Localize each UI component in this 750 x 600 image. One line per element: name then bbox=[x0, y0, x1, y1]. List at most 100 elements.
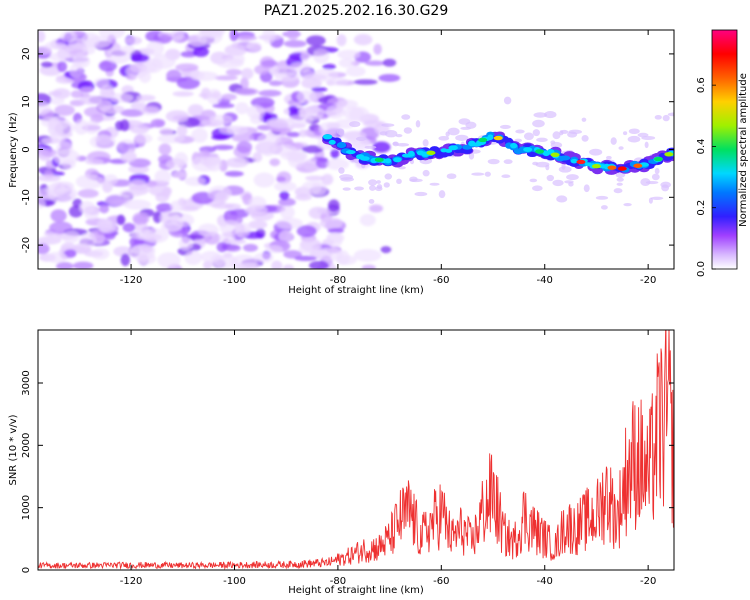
heatmap-cell bbox=[532, 119, 545, 128]
heatmap-cell bbox=[283, 250, 303, 259]
heatmap-cell bbox=[298, 244, 323, 255]
heatmap-cell bbox=[295, 194, 312, 201]
heatmap-cell bbox=[225, 244, 241, 252]
heatmap-cell bbox=[623, 202, 632, 207]
heatmap-cell bbox=[82, 45, 96, 55]
heatmap-cell bbox=[328, 139, 336, 145]
heatmap-cell bbox=[38, 174, 61, 182]
heatmap-cell bbox=[117, 139, 137, 154]
heatmap-cell bbox=[311, 86, 328, 93]
heatmap-cell bbox=[241, 68, 254, 80]
snr-x-label: Height of straight line (km) bbox=[288, 585, 424, 596]
heatmap-cell bbox=[438, 135, 450, 141]
heatmap-cell bbox=[532, 129, 540, 137]
heatmap-cell bbox=[422, 169, 430, 177]
heatmap-cell bbox=[373, 43, 382, 55]
heatmap-cell bbox=[191, 127, 208, 143]
colorbar-label: Normalized spectral amplitude bbox=[738, 73, 749, 227]
heatmap-cell bbox=[300, 69, 316, 83]
heatmap-cell bbox=[212, 103, 235, 109]
heatmap-cell bbox=[445, 131, 450, 137]
heatmap-cell bbox=[38, 198, 46, 209]
heatmap-cell bbox=[355, 136, 367, 141]
heatmap-cell bbox=[132, 212, 150, 225]
heatmap-cell bbox=[654, 168, 660, 175]
heatmap-cell bbox=[315, 157, 330, 169]
x-tick-label: -60 bbox=[433, 576, 449, 587]
heatmap-hotspot bbox=[633, 163, 643, 168]
heatmap-cell bbox=[660, 181, 672, 188]
heatmap-cell bbox=[229, 157, 246, 166]
heatmap-cell bbox=[352, 138, 372, 148]
y-tick-label: 20 bbox=[21, 48, 32, 61]
heatmap-cell bbox=[312, 48, 330, 64]
heatmap-cell bbox=[231, 133, 255, 143]
heatmap-cell bbox=[38, 100, 51, 116]
heatmap-cell bbox=[429, 182, 440, 186]
heatmap-hotspot bbox=[653, 156, 663, 162]
heatmap-cell bbox=[327, 77, 349, 86]
heatmap-cell bbox=[54, 104, 75, 116]
heatmap-cell bbox=[123, 199, 152, 210]
heatmap-cell bbox=[589, 148, 603, 156]
heatmap-cell bbox=[532, 185, 543, 192]
heatmap-cell bbox=[305, 175, 325, 181]
colorbar-ticks: 0.0 0.2 0.4 0.6 bbox=[696, 77, 716, 277]
heatmap-cell bbox=[120, 253, 131, 267]
x-tick-label: -20 bbox=[640, 275, 656, 286]
heatmap-cell bbox=[550, 141, 563, 149]
heatmap-cell bbox=[368, 179, 378, 186]
x-tick-label: -100 bbox=[223, 576, 246, 587]
heatmap-cell bbox=[552, 131, 561, 140]
heatmap-cell bbox=[79, 95, 103, 105]
heatmap-cell bbox=[627, 135, 641, 143]
heatmap-cell bbox=[229, 30, 239, 42]
heatmap-cell bbox=[306, 35, 326, 46]
heatmap-cell bbox=[134, 133, 153, 144]
heatmap-cell bbox=[202, 260, 213, 269]
heatmap-cell bbox=[336, 99, 359, 109]
snr-y-label: SNR (10 * v/v) bbox=[8, 414, 19, 485]
heatmap-cell bbox=[349, 121, 361, 128]
heatmap-cell bbox=[558, 166, 572, 173]
heatmap-cell bbox=[640, 178, 651, 187]
heatmap-cell bbox=[235, 87, 259, 96]
heatmap-cell bbox=[654, 114, 662, 120]
heatmap-cell bbox=[487, 134, 494, 141]
heatmap-cell bbox=[140, 106, 160, 116]
heatmap-cell bbox=[581, 117, 587, 122]
heatmap-cell bbox=[150, 118, 166, 128]
heatmap-hotspot bbox=[535, 149, 545, 154]
heatmap-cell bbox=[156, 202, 173, 213]
heatmap-cell bbox=[280, 205, 295, 220]
heatmap-cell bbox=[650, 196, 664, 200]
y-tick-label: 0 bbox=[21, 567, 32, 573]
heatmap-cell bbox=[487, 158, 500, 165]
heatmap-cell bbox=[510, 142, 518, 149]
heatmap-cell bbox=[178, 236, 193, 251]
heatmap-cell bbox=[499, 124, 511, 129]
heatmap-cell bbox=[265, 245, 283, 254]
heatmap-cell bbox=[501, 174, 511, 178]
heatmap-cell bbox=[446, 173, 457, 180]
heatmap-cell bbox=[124, 36, 143, 45]
heatmap-cell bbox=[546, 174, 555, 182]
heatmap-cell bbox=[61, 159, 76, 169]
heatmap-noise-blobs bbox=[38, 30, 401, 269]
heatmap-cell bbox=[38, 188, 58, 201]
heatmap-cell bbox=[246, 41, 262, 52]
heatmap-cell bbox=[268, 80, 283, 87]
heatmap-cell bbox=[70, 90, 84, 99]
heatmap-cell bbox=[595, 195, 609, 200]
heatmap-hotspot bbox=[374, 157, 384, 163]
heatmap-hotspot bbox=[664, 152, 674, 157]
heatmap-cell bbox=[235, 102, 249, 115]
heatmap-cell bbox=[335, 118, 356, 129]
heatmap-cell bbox=[161, 187, 172, 198]
heatmap-cell bbox=[275, 217, 304, 230]
heatmap-cell bbox=[97, 217, 113, 233]
heatmap-cell bbox=[353, 34, 373, 46]
heatmap-cell bbox=[460, 126, 471, 130]
heatmap-signal-ridge bbox=[322, 96, 674, 210]
